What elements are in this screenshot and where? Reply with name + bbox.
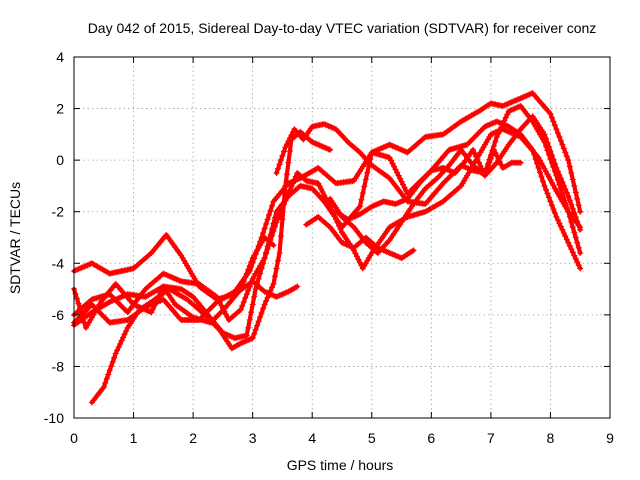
x-tick-label: 1 (130, 430, 138, 446)
x-tick-label: 8 (547, 430, 555, 446)
x-tick-label: 3 (249, 430, 257, 446)
x-tick-label: 7 (487, 430, 495, 446)
y-tick-label: -6 (52, 307, 65, 323)
x-tick-label: 9 (606, 430, 614, 446)
series-10 (327, 113, 584, 256)
series-8 (333, 146, 524, 223)
x-tick-label: 4 (308, 430, 316, 446)
series-9 (303, 213, 417, 262)
y-tick-label: -8 (52, 358, 65, 374)
series-6 (71, 126, 584, 323)
x-tick-label: 6 (427, 430, 435, 446)
x-tick-label: 5 (368, 430, 376, 446)
plot-frame (73, 56, 611, 419)
y-tick-label: 4 (56, 49, 64, 65)
y-axis-label: SDTVAR / TECUs (7, 182, 23, 294)
series-markers (303, 213, 417, 262)
y-tick-label: -4 (52, 255, 65, 271)
y-tick-label: 2 (56, 101, 64, 117)
chart-title: Day 042 of 2015, Sidereal Day-to-day VTE… (88, 20, 597, 36)
y-tick-label: -2 (52, 204, 65, 220)
x-tick-label: 0 (70, 430, 78, 446)
y-tick-label: 0 (56, 152, 64, 168)
series-markers (333, 146, 524, 223)
x-tick-label: 2 (189, 430, 197, 446)
series-group (71, 90, 584, 406)
series-markers (327, 113, 584, 256)
y-tick-label: -10 (44, 410, 64, 426)
x-axis-label: GPS time / hours (287, 457, 394, 473)
ticks: 0 1 2 3 4 5 6 7 8 9 -10 -8 -6 -4 -2 0 2 4 (44, 49, 614, 446)
